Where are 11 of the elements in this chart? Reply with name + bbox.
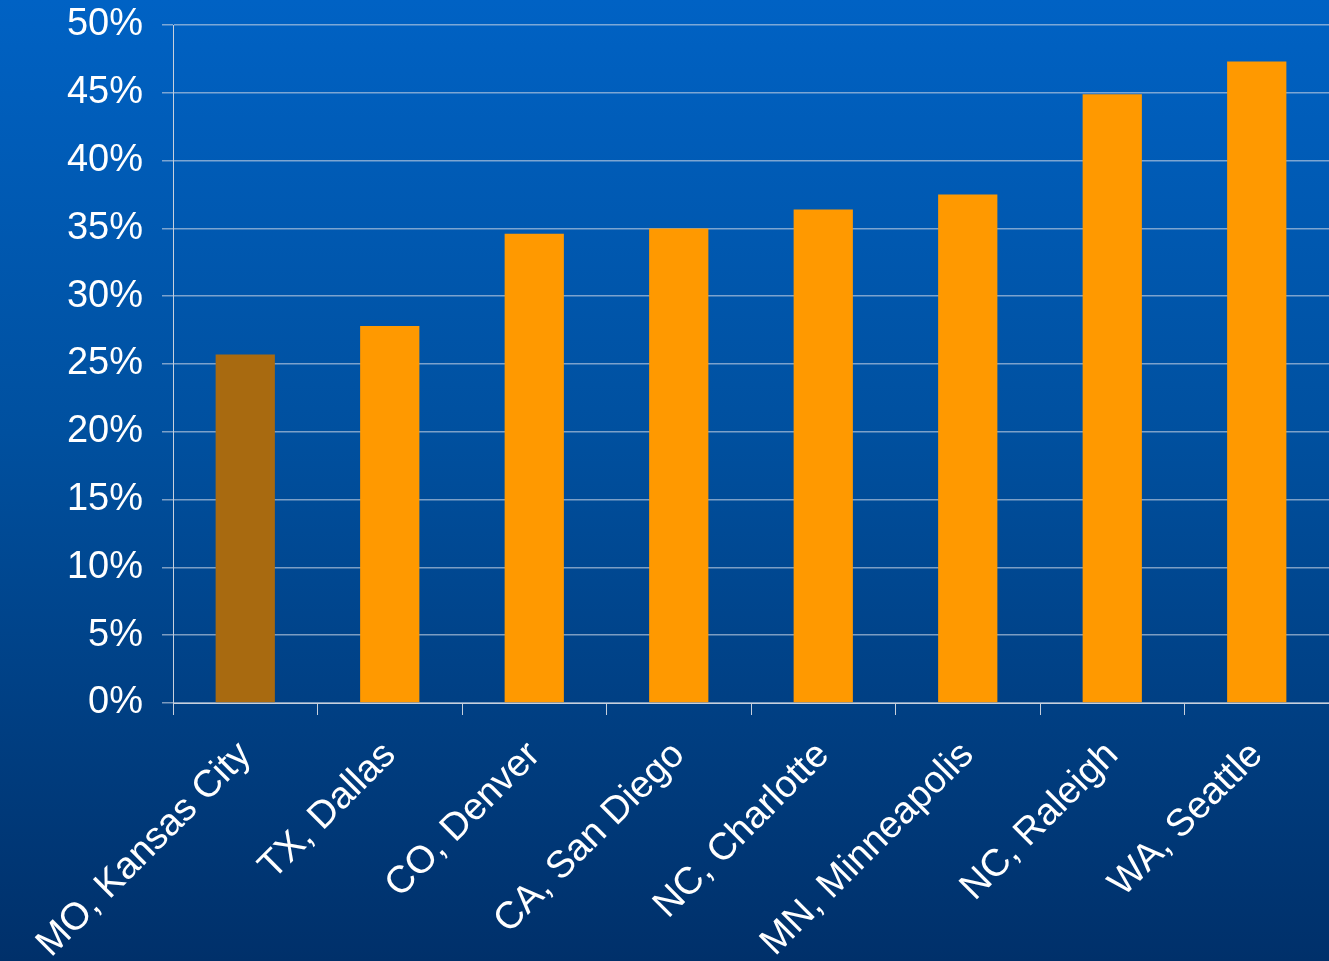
y-tick-label: 25% [66,340,143,383]
y-tick-label: 30% [66,272,143,315]
y-tick-label: 40% [66,137,143,180]
y-tick-label: 20% [66,408,143,451]
y-tick-label: 35% [66,204,143,247]
y-tick-label: 5% [88,611,143,654]
y-tick-label: 10% [66,543,143,586]
y-tick-label: 0% [88,679,143,722]
y-tick-label: 15% [66,476,143,519]
y-tick-label: 45% [66,69,143,112]
y-tick-label: 50% [66,1,143,44]
